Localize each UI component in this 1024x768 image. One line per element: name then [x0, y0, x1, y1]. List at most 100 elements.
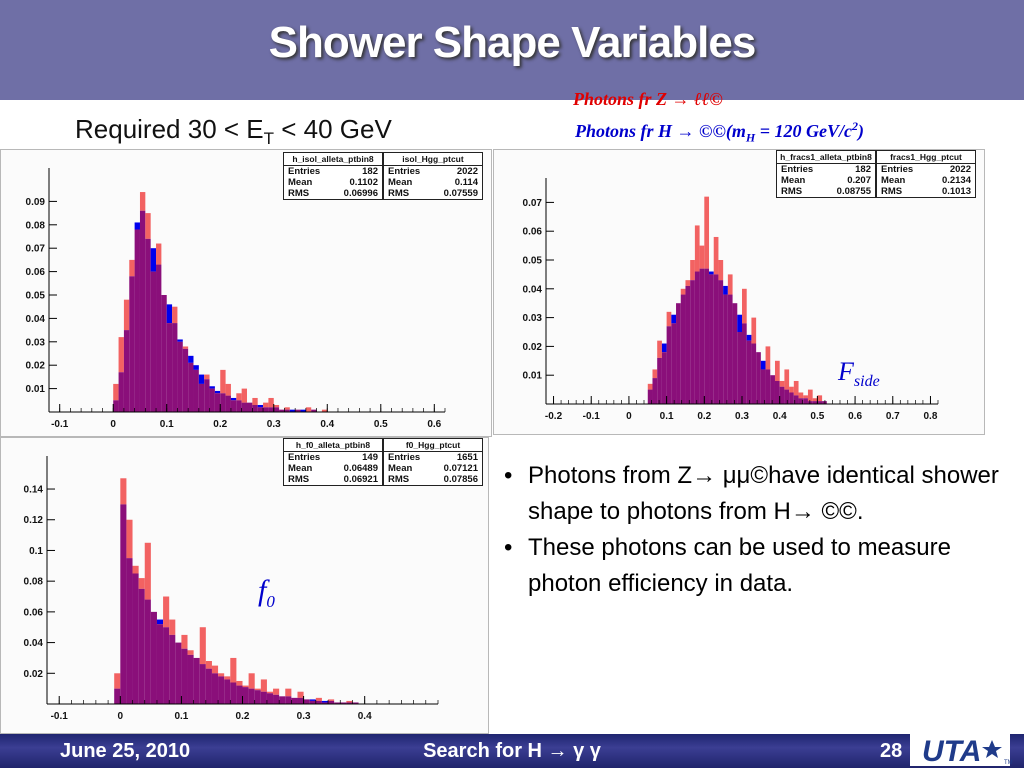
required-prefix: Required 30 < E — [75, 114, 264, 144]
uta-logo: UTA TM — [910, 730, 1013, 768]
stats-label: Mean — [881, 175, 906, 186]
stats-title: h_isol_alleta_ptbin8 — [284, 153, 382, 166]
y-tick-label: 0.04 — [26, 314, 46, 325]
y-tick-label: 0.08 — [26, 220, 46, 231]
bar-overlap — [214, 393, 221, 412]
y-tick-label: 0.07 — [26, 244, 46, 255]
x-tick-label: 0.6 — [427, 419, 441, 430]
bar-h-excess — [309, 699, 316, 701]
stats-row: RMS 0.1013 — [877, 186, 975, 197]
bar-overlap — [209, 388, 215, 412]
bar-overlap — [284, 409, 290, 412]
x-tick-label: 0.5 — [810, 411, 824, 422]
stats-title: fracs1_Hgg_ptcut — [877, 151, 975, 164]
stats-label: Entries — [288, 166, 321, 177]
y-tick-label: 0.05 — [523, 256, 543, 267]
bar-overlap — [268, 407, 274, 412]
bar-h-excess — [209, 386, 215, 389]
stats-value: 0.07856 — [443, 474, 478, 485]
isolation-histogram-panel: -0.1 0 0.1 0.2 0.3 0.4 0.5 0.6 0.01 0.02 0.03 0.04 0… — [0, 149, 492, 437]
stats-row: RMS 0.07856 — [384, 474, 482, 485]
x-tick-label: 0.7 — [886, 411, 900, 422]
bar-z-excess — [774, 360, 780, 381]
stats-value: 0.06489 — [343, 463, 378, 474]
stats-row: Mean 0.1102 — [284, 177, 382, 188]
bar-overlap — [328, 700, 335, 704]
bar-overlap — [295, 409, 301, 412]
y-tick-label: 0.09 — [26, 197, 46, 208]
bar-z-excess — [144, 542, 151, 600]
bar-overlap — [309, 700, 316, 704]
bar-z-excess — [784, 369, 790, 390]
bar-overlap — [742, 323, 747, 404]
bar-overlap — [138, 588, 145, 704]
bar-overlap — [113, 400, 119, 412]
bar-z-excess — [321, 409, 328, 412]
bar-h-excess — [723, 285, 728, 295]
y-tick-label: 0.02 — [26, 361, 46, 372]
y-tick-label: 0.01 — [523, 371, 543, 382]
bar-overlap — [145, 238, 151, 412]
bar-overlap — [297, 697, 304, 704]
stats-label: Mean — [781, 175, 806, 186]
title-bar — [0, 0, 1024, 100]
bar-h-excess — [177, 339, 183, 342]
bar-z-excess — [225, 383, 231, 396]
x-tick-label: 0.3 — [735, 411, 749, 422]
footer-bar: June 25, 2010 Search for H → γ γ 28 — [0, 734, 1024, 768]
bar-overlap — [175, 642, 182, 704]
bar-overlap — [220, 393, 226, 412]
bar-overlap — [291, 697, 298, 704]
x-tick-label: 0.4 — [320, 419, 334, 430]
bar-overlap — [666, 326, 672, 404]
bar-overlap — [737, 332, 742, 404]
stats-title: h_f0_alleta_ptbin8 — [284, 439, 382, 452]
bar-z-excess — [224, 676, 231, 680]
bar-z-excess — [248, 673, 255, 689]
bullet-list: • Photons from Z→ μμ©have identical showe… — [500, 458, 1020, 602]
y-tick-label: 0.03 — [523, 313, 543, 324]
bar-z-excess — [241, 388, 247, 403]
bar-overlap — [793, 395, 799, 404]
y-tick-label: 0.02 — [24, 669, 44, 680]
legend-h-suffix: ) — [858, 121, 865, 141]
required-suffix: < 40 GeV — [274, 114, 392, 144]
bar-z-excess — [132, 565, 139, 574]
bar-overlap — [784, 389, 790, 404]
bar-z-excess — [211, 665, 219, 674]
bar-z-excess — [346, 700, 353, 703]
bar-overlap — [694, 271, 700, 404]
bar-z-excess — [182, 346, 189, 349]
bar-z-excess — [145, 213, 151, 239]
bar-overlap — [257, 407, 264, 412]
x-tick-label: 0.2 — [236, 711, 250, 722]
bar-z-excess — [139, 192, 146, 211]
bar-overlap — [254, 690, 261, 704]
bar-overlap — [647, 389, 653, 404]
bar-overlap — [123, 330, 130, 412]
bar-overlap — [260, 691, 267, 704]
stats-box: h_f0_alleta_ptbin8 Entries 149 Mean 0.06489 R… — [283, 438, 383, 486]
bar-overlap — [273, 694, 280, 704]
bar-z-excess — [218, 673, 225, 677]
x-tick-label: 0.8 — [924, 411, 938, 422]
bar-overlap — [114, 688, 121, 704]
stats-value: 0.1013 — [941, 186, 971, 197]
bar-overlap — [150, 611, 157, 704]
stats-box: fracs1_Hgg_ptcut Entries 2022 Mean 0.2134 RMS… — [876, 150, 976, 198]
bar-overlap — [321, 702, 329, 704]
bar-z-excess — [694, 225, 700, 272]
bar-overlap — [718, 280, 724, 404]
bar-overlap — [699, 268, 705, 404]
bar-z-excess — [126, 519, 133, 559]
stats-value: 0.07559 — [443, 188, 478, 199]
bar-overlap — [169, 634, 176, 704]
bar-overlap — [144, 599, 151, 704]
bar-overlap — [126, 558, 133, 704]
bar-z-excess — [742, 288, 747, 324]
y-tick-label: 0.06 — [26, 267, 46, 278]
bar-overlap — [236, 400, 242, 412]
stats-title: isol_Hgg_ptcut — [384, 153, 482, 166]
bar-z-excess — [114, 673, 121, 689]
bar-h-excess — [760, 360, 766, 370]
